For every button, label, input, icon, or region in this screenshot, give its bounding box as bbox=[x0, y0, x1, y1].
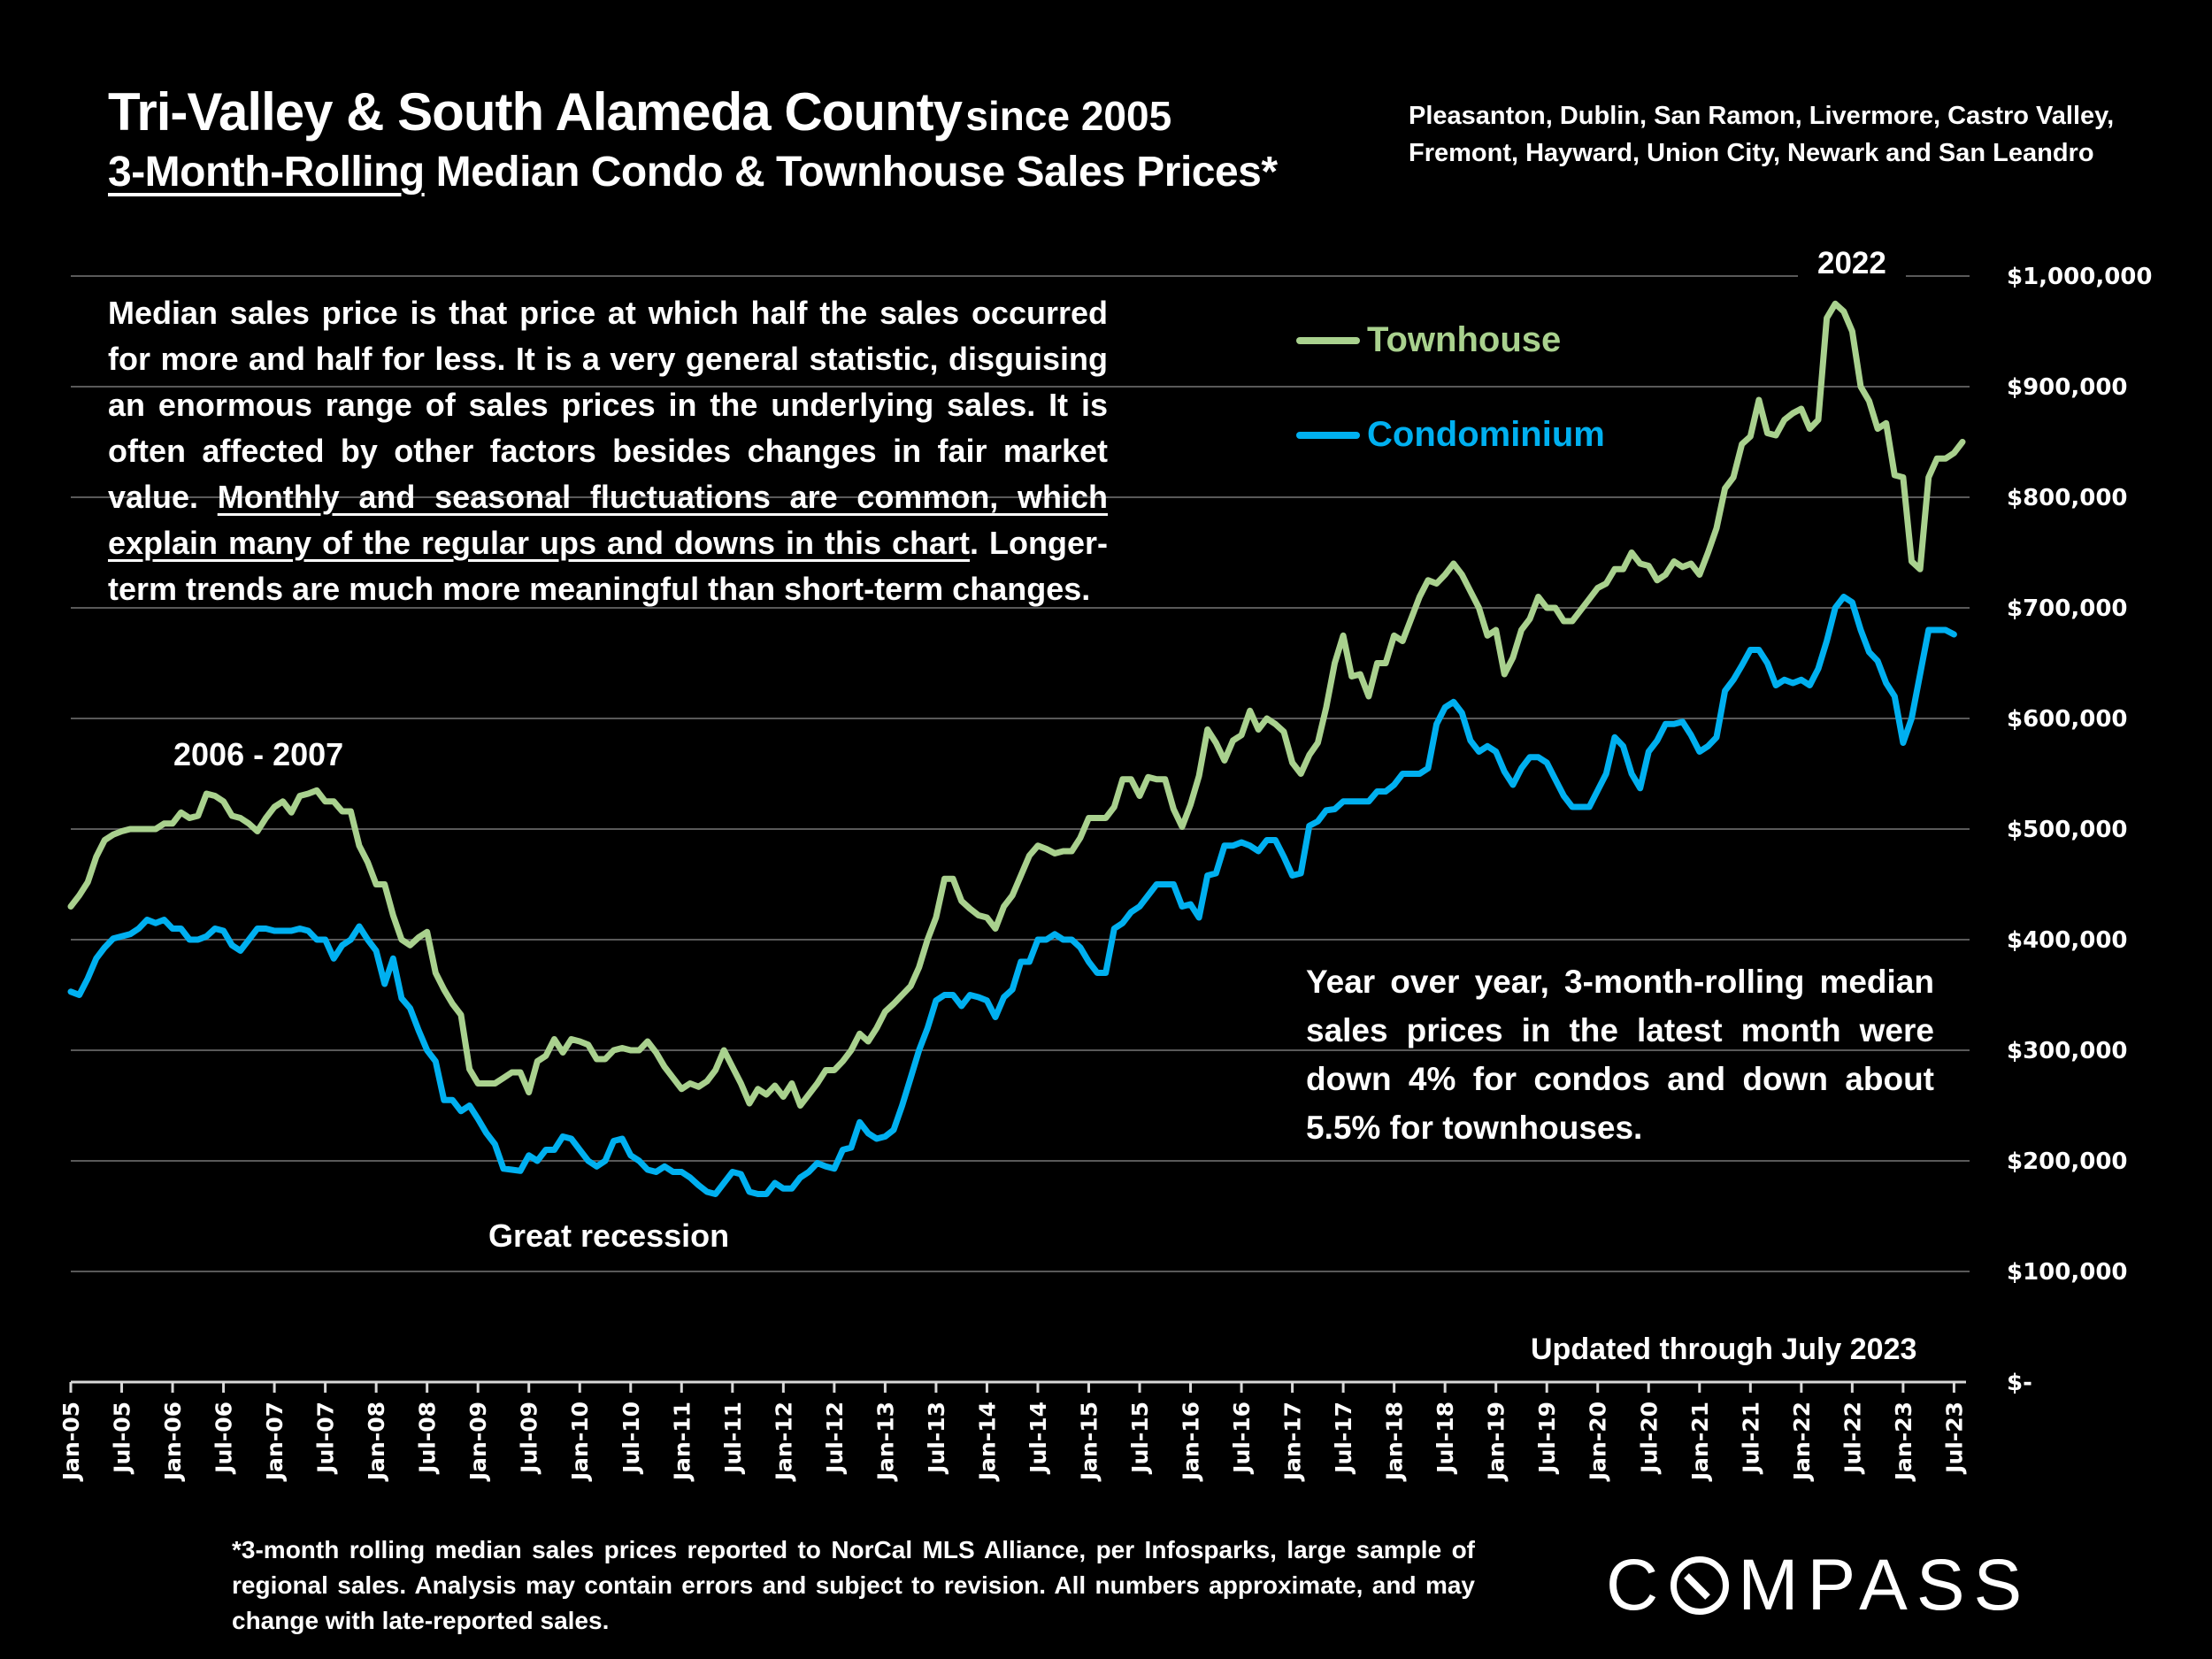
yoy-change-note: Year over year, 3-month-rolling median s… bbox=[1306, 964, 1934, 1146]
axes bbox=[69, 1380, 1966, 1393]
y-tick-label: $500,000 bbox=[2007, 817, 2128, 843]
chart-title: Tri-Valley & South Alameda County since … bbox=[108, 81, 1278, 196]
x-tick-label: Jul-10 bbox=[618, 1402, 644, 1475]
x-tick-label: Jan-08 bbox=[364, 1402, 389, 1482]
annotation-2006-2007: 2006 - 2007 bbox=[173, 736, 344, 772]
y-tick-label: $300,000 bbox=[2007, 1038, 2128, 1064]
subtitle-rest: Median Condo & Townhouse Sales Prices* bbox=[435, 149, 1278, 196]
x-tick-label: Jul-23 bbox=[1941, 1402, 1967, 1475]
legend-item-condominium: Condominium bbox=[1296, 415, 1605, 455]
y-tick-label: $900,000 bbox=[2007, 374, 2128, 401]
x-tick-label: Jan-11 bbox=[669, 1402, 695, 1482]
y-tick-label: $- bbox=[2007, 1370, 2032, 1396]
x-tick-label: Jan-06 bbox=[160, 1402, 186, 1482]
y-tick-label: $400,000 bbox=[2007, 927, 2128, 954]
x-tick-label: Jan-07 bbox=[262, 1402, 288, 1482]
x-tick-label: Jul-05 bbox=[110, 1402, 135, 1475]
y-tick-label: $100,000 bbox=[2007, 1259, 2128, 1286]
cities-list: Pleasanton, Dublin, San Ramon, Livermore… bbox=[1409, 97, 2114, 172]
y-tick-label: $700,000 bbox=[2007, 595, 2128, 622]
legend-label-townhouse: Townhouse bbox=[1367, 320, 1562, 359]
series-line-condominium bbox=[67, 594, 1957, 1197]
x-tick-label: Jul-15 bbox=[1127, 1402, 1153, 1475]
x-tick-label: Jan-18 bbox=[1382, 1402, 1408, 1482]
y-tick-label: $1,000,000 bbox=[2007, 264, 2152, 290]
x-tick-label: Jan-16 bbox=[1179, 1402, 1204, 1482]
explainer-underlined: Monthly and seasonal fluctuations are co… bbox=[108, 479, 1109, 561]
explainer-paragraph: Median sales price is that price at whic… bbox=[108, 290, 1108, 612]
cities-line-2: Fremont, Hayward, Union City, Newark and… bbox=[1409, 139, 2094, 167]
x-tick-label: Jan-05 bbox=[58, 1402, 84, 1482]
x-tick-label: Jan-20 bbox=[1586, 1402, 1611, 1482]
y-tick-label: $600,000 bbox=[2007, 706, 2128, 733]
y-axis-tick-labels: $- $100,000 $200,000 $300,000 $400,000 $500,0… bbox=[2007, 264, 2152, 1396]
x-tick-label: Jul-07 bbox=[313, 1402, 339, 1475]
series-lines bbox=[67, 300, 1966, 1197]
x-tick-label: Jul-14 bbox=[1025, 1402, 1051, 1475]
x-tick-label: Jul-13 bbox=[924, 1402, 949, 1475]
chart-subtitle: 3-Month-Rolling Median Condo & Townhouse… bbox=[108, 148, 1278, 196]
x-tick-label: Jul-16 bbox=[1229, 1402, 1255, 1475]
x-tick-label: Jan-12 bbox=[771, 1402, 796, 1482]
x-tick-label: Jan-22 bbox=[1789, 1402, 1815, 1482]
x-tick-label: Jan-23 bbox=[1891, 1402, 1916, 1482]
x-tick-label: Jul-19 bbox=[1534, 1402, 1560, 1475]
x-tick-label: Jan-15 bbox=[1076, 1402, 1102, 1482]
updated-through-label: Updated through July 2023 bbox=[1531, 1333, 1917, 1366]
y-tick-label: $200,000 bbox=[2007, 1148, 2128, 1175]
x-tick-label: Jul-09 bbox=[517, 1402, 542, 1475]
footnote: *3-month rolling median sales prices rep… bbox=[232, 1536, 1475, 1634]
x-tick-label: Jul-18 bbox=[1432, 1402, 1458, 1475]
explainer-part-3: . Longer-term trends are much more meani… bbox=[108, 525, 1109, 607]
x-tick-label: Jul-22 bbox=[1839, 1402, 1865, 1475]
x-tick-label: Jan-21 bbox=[1687, 1402, 1713, 1482]
x-tick-label: Jan-09 bbox=[465, 1402, 491, 1482]
compass-o-icon bbox=[1671, 1556, 1730, 1615]
x-tick-label: Jul-20 bbox=[1636, 1402, 1662, 1475]
series-line-townhouse bbox=[67, 300, 1966, 1109]
legend-swatch-condominium bbox=[1296, 431, 1360, 439]
annotation-2022: 2022 bbox=[1798, 246, 1906, 281]
subtitle-underlined: 3-Month-Rolling bbox=[108, 149, 425, 196]
x-tick-label: Jul-11 bbox=[720, 1402, 746, 1475]
legend-item-townhouse: Townhouse bbox=[1296, 320, 1561, 360]
y-tick-label: $800,000 bbox=[2007, 485, 2128, 511]
x-tick-label: Jul-12 bbox=[822, 1402, 848, 1475]
title-since: since 2005 bbox=[965, 93, 1172, 139]
x-tick-label: Jul-08 bbox=[415, 1402, 441, 1475]
compass-logo: C MPASS bbox=[1606, 1544, 2031, 1627]
x-tick-label: Jan-19 bbox=[1484, 1402, 1509, 1482]
x-tick-label: Jul-06 bbox=[211, 1402, 237, 1475]
title-main: Tri-Valley & South Alameda County bbox=[108, 82, 963, 142]
gridlines bbox=[71, 275, 1970, 1272]
x-tick-label: Jul-21 bbox=[1738, 1402, 1763, 1475]
x-tick-label: Jan-17 bbox=[1280, 1402, 1306, 1482]
x-tick-label: Jul-17 bbox=[1331, 1402, 1356, 1475]
legend-label-condominium: Condominium bbox=[1367, 415, 1605, 454]
x-tick-label: Jan-14 bbox=[974, 1402, 1000, 1482]
legend-swatch-townhouse bbox=[1296, 336, 1360, 344]
x-tick-label: Jan-13 bbox=[872, 1402, 898, 1482]
logo-letter-c: C bbox=[1606, 1545, 1668, 1625]
explainer-part-1: Median sales price is that price at whic… bbox=[108, 295, 1108, 515]
annotation-great-recession: Great recession bbox=[488, 1217, 730, 1254]
logo-letters-rest: MPASS bbox=[1738, 1545, 2032, 1625]
x-axis-tick-labels: Jan-05 Jul-05 Jan-06 Jul-06 Jan-07 Jul-07 Jan-… bbox=[58, 1402, 1967, 1482]
cities-line-1: Pleasanton, Dublin, San Ramon, Livermore… bbox=[1409, 102, 2115, 130]
x-tick-label: Jan-10 bbox=[567, 1402, 593, 1482]
